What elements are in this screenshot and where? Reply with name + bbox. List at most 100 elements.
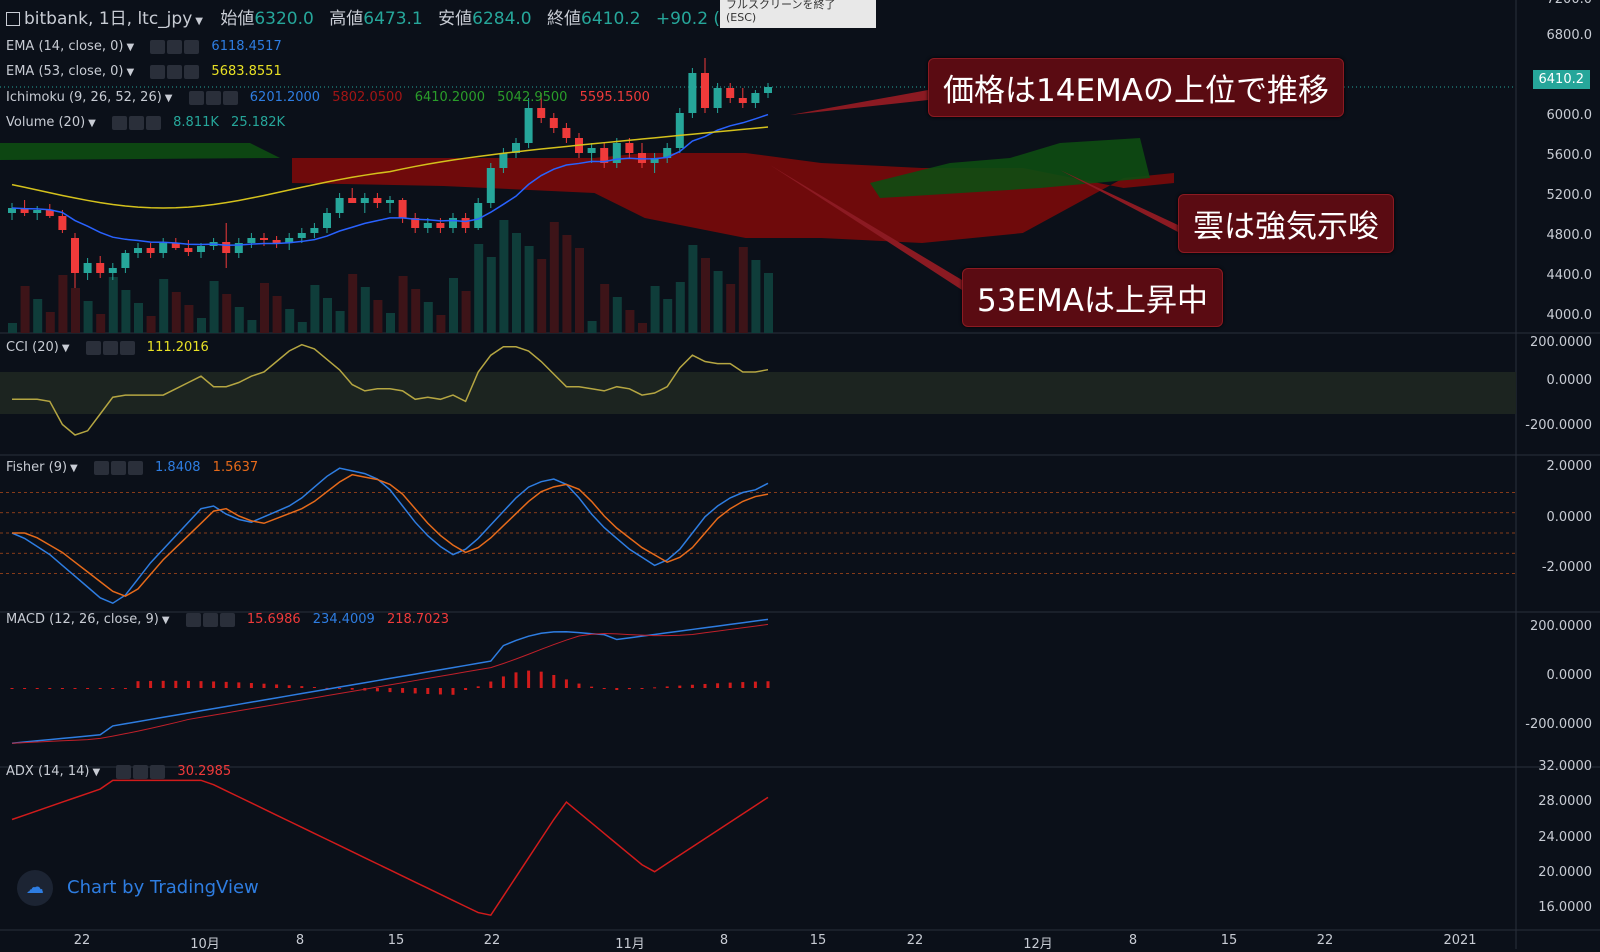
eye-icon[interactable] — [112, 115, 128, 130]
close-icon[interactable] — [146, 115, 162, 130]
callout-ema14: 価格は14EMAの上位で推移 — [928, 58, 1344, 117]
gear-icon[interactable] — [167, 39, 183, 54]
x-tick-label: 22 — [73, 933, 91, 948]
chevron-down-icon[interactable]: ▼ — [126, 67, 135, 78]
macd-signal-line — [11, 623, 769, 744]
candle-body — [222, 242, 231, 253]
chevron-down-icon[interactable]: ▼ — [61, 343, 70, 354]
close-icon[interactable] — [184, 39, 200, 54]
close-icon[interactable] — [184, 64, 200, 79]
volume-legend[interactable]: Volume (20) ▼ 8.811K 25.182K — [6, 114, 285, 133]
chevron-down-icon[interactable]: ▼ — [164, 93, 173, 104]
y-tick-label: 24.0000 — [1538, 830, 1592, 845]
macd-histogram-bar — [212, 681, 216, 688]
fisher-legend[interactable]: Fisher (9) ▼ 1.8408 1.5637 — [6, 459, 258, 478]
eye-icon[interactable] — [116, 764, 132, 779]
y-tick-label: 4400.0 — [1546, 268, 1593, 283]
volume-v2: 25.182K — [231, 115, 286, 130]
gear-icon[interactable] — [202, 612, 218, 627]
chevron-down-icon[interactable]: ▼ — [92, 767, 101, 778]
candle-body — [461, 218, 470, 228]
macd-histogram-bar — [476, 686, 480, 688]
chevron-down-icon[interactable]: ▼ — [195, 16, 203, 27]
y-tick-label: 6800.0 — [1546, 28, 1593, 43]
close-icon[interactable] — [127, 460, 143, 475]
eye-icon[interactable] — [150, 64, 166, 79]
volume-bar — [222, 294, 232, 333]
y-tick-label: 16.0000 — [1538, 900, 1592, 915]
fisher-trigger-line — [12, 473, 769, 598]
candle-body — [297, 233, 306, 238]
candle-body — [764, 87, 772, 93]
chevron-down-icon[interactable]: ▼ — [88, 118, 96, 129]
macd-legend[interactable]: MACD (12, 26, close, 9) ▼ 15.6986 234.400… — [6, 611, 449, 630]
volume-bar — [726, 284, 736, 333]
close-icon[interactable] — [219, 612, 235, 627]
ema53-value: 5683.8551 — [211, 64, 282, 79]
ichimoku-legend[interactable]: Ichimoku (9, 26, 52, 26) ▼ 6201.2000 5802… — [6, 89, 650, 108]
eye-icon[interactable] — [85, 340, 101, 355]
volume-bar — [171, 292, 181, 333]
ema53-legend[interactable]: EMA (53, close, 0) ▼ 5683.8551 — [6, 63, 282, 82]
volume-bar — [209, 281, 219, 333]
candle-body — [272, 240, 281, 243]
volume-bar — [108, 277, 118, 333]
eye-icon[interactable] — [188, 90, 204, 105]
macd-histogram-bar — [123, 688, 127, 689]
fisher-v2: 1.5637 — [212, 460, 259, 475]
y-tick-label: 5600.0 — [1546, 148, 1593, 163]
y-axis[interactable]: 7200.0 6800.0 6000.0 5600.0 5200.0 4800.0 4400… — [1516, 0, 1600, 949]
volume-bar — [323, 298, 332, 333]
symbol-legend[interactable]: bitbank, 1日, ltc_jpy ▼ 始値6320.0 高値6473.1 … — [6, 10, 795, 31]
volume-bar — [423, 302, 433, 333]
eye-icon[interactable] — [185, 612, 201, 627]
macd-v1: 15.6986 — [246, 612, 301, 627]
candle-body — [83, 263, 92, 273]
x-tick-label: 11月 — [615, 937, 645, 952]
adx-legend[interactable]: ADX (14, 14) ▼ 30.2985 — [6, 763, 231, 782]
x-tick-label: 15 — [387, 933, 405, 948]
close-icon[interactable] — [222, 90, 238, 105]
macd-histogram-bar — [602, 688, 606, 689]
volume-bar — [197, 318, 206, 333]
ema14-legend[interactable]: EMA (14, close, 0) ▼ 6118.4517 — [6, 38, 282, 57]
close-icon[interactable] — [119, 340, 135, 355]
candle-body — [512, 143, 520, 153]
macd-histogram-bar — [690, 684, 694, 688]
gear-icon[interactable] — [129, 115, 145, 130]
ema14-value: 6118.4517 — [211, 39, 282, 54]
candle-body — [688, 73, 697, 113]
gear-icon[interactable] — [133, 764, 149, 779]
eye-icon[interactable] — [93, 460, 109, 475]
candle-body — [562, 128, 571, 138]
candle-body — [474, 203, 483, 228]
chevron-down-icon[interactable]: ▼ — [126, 42, 135, 53]
macd-histogram-bar — [174, 680, 178, 688]
tradingview-branding[interactable]: ☁ Chart by TradingView — [17, 870, 259, 906]
close-icon[interactable] — [150, 764, 166, 779]
volume-bar — [461, 291, 471, 333]
macd-histogram-bar — [539, 671, 543, 688]
chevron-down-icon[interactable]: ▼ — [70, 463, 78, 474]
collapse-icon[interactable] — [6, 12, 20, 26]
candle-body — [612, 143, 621, 163]
eye-icon[interactable] — [150, 39, 166, 54]
chevron-down-icon[interactable]: ▼ — [161, 615, 170, 626]
macd-histogram-bar — [653, 687, 657, 689]
gear-icon[interactable] — [110, 460, 126, 475]
macd-histogram-bar — [86, 688, 90, 689]
ichimoku-v5: 5595.1500 — [579, 90, 650, 105]
candle-body — [587, 148, 596, 153]
volume-bar — [159, 279, 169, 333]
candle-body — [159, 243, 168, 253]
volume-bar — [738, 247, 748, 333]
gear-icon[interactable] — [205, 90, 221, 105]
ema14-label: EMA (14, close, 0) — [6, 39, 124, 54]
gear-icon[interactable] — [167, 64, 183, 79]
cci-legend[interactable]: CCI (20) ▼ 111.2016 — [6, 339, 209, 358]
macd-histogram-bar — [766, 681, 770, 688]
macd-histogram-bar — [287, 685, 291, 688]
macd-histogram-bar — [464, 688, 468, 691]
gear-icon[interactable] — [102, 340, 118, 355]
